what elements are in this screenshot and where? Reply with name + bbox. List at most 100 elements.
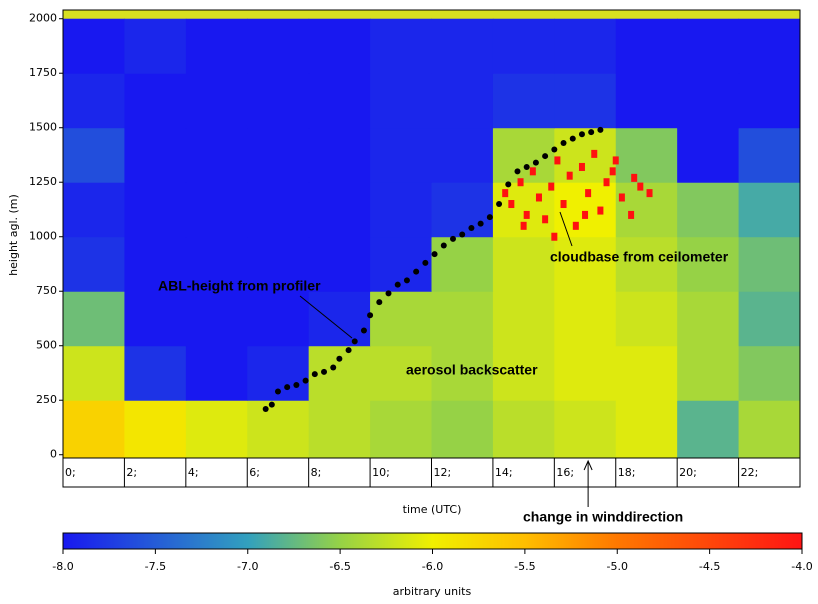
cloudbase-point <box>597 206 604 215</box>
heatmap-cell <box>124 291 187 347</box>
abl-point <box>449 235 456 242</box>
colorbar-tick-label: -6.5 <box>329 560 350 573</box>
heatmap-cell <box>185 73 248 129</box>
heatmap-cell <box>63 236 125 292</box>
abl-point <box>486 214 493 221</box>
abl-point <box>597 126 604 133</box>
abl-point <box>394 281 401 288</box>
cloudbase-point <box>591 149 598 158</box>
cloudbase-point <box>517 178 524 187</box>
heatmap-cell <box>124 127 187 183</box>
abl-point <box>496 201 503 208</box>
heatmap-cell <box>124 18 187 74</box>
heatmap-cell <box>308 345 371 401</box>
x-tick-label: 16; <box>556 466 574 479</box>
heatmap-cell <box>308 400 371 459</box>
colorbar-tick-label: -5.0 <box>607 560 628 573</box>
abl-point <box>367 312 374 319</box>
y-tick-label: 0 <box>50 448 57 461</box>
heatmap-cell <box>308 18 371 74</box>
heatmap-cell <box>63 291 125 347</box>
cloudbase-point <box>548 182 555 191</box>
heatmap-cell <box>492 291 555 347</box>
abl-point <box>345 347 352 354</box>
abl-point <box>505 181 512 188</box>
heatmap-cell <box>492 236 555 292</box>
heatmap-cell <box>308 291 371 347</box>
heatmap-cell <box>738 236 801 292</box>
heatmap-cell <box>370 127 432 183</box>
cloudbase-point <box>551 232 558 241</box>
x-tick-label: 12; <box>434 466 452 479</box>
heatmap-cell <box>63 400 125 459</box>
heatmap-cell <box>185 236 248 292</box>
cloudbase-point <box>578 162 585 171</box>
heatmap-cell <box>247 127 310 183</box>
colorbar-tick-label: -8.0 <box>52 560 73 573</box>
heatmap-cell <box>738 127 801 183</box>
heatmap-cell <box>308 236 371 292</box>
leader-line <box>559 211 573 247</box>
cloudbase-point <box>646 189 653 198</box>
heatmap-cell <box>124 400 187 459</box>
abl-point <box>262 405 269 412</box>
cloudbase-point <box>520 221 527 230</box>
heatmap-cell <box>185 400 248 459</box>
heatmap-cell <box>677 127 740 183</box>
abl-point <box>477 220 484 227</box>
heatmap-cell <box>431 400 494 459</box>
abl-point <box>514 168 521 175</box>
heatmap-cell <box>247 182 310 238</box>
heatmap-cell <box>677 291 740 347</box>
heatmap-cell <box>63 345 125 401</box>
heatmap-cell <box>247 18 310 74</box>
abl-point <box>542 153 549 160</box>
heatmap-cell <box>185 18 248 74</box>
abl-point <box>376 299 383 306</box>
heatmap-cell <box>615 127 678 183</box>
abl-point <box>302 377 309 384</box>
abl-point <box>274 388 281 395</box>
heatmap-cell <box>370 18 432 74</box>
x-tick-label: 18; <box>618 466 636 479</box>
heatmap-cell <box>431 127 494 183</box>
heatmap-cell <box>247 236 310 292</box>
heatmap-cell <box>431 236 494 292</box>
heatmap-cell <box>738 291 801 347</box>
colorbar-tick-label: -4.0 <box>791 560 812 573</box>
heatmap-cell <box>554 18 617 74</box>
heatmap-cell <box>431 291 494 347</box>
cloudbase-point <box>572 221 579 230</box>
cloudbase-point <box>529 167 536 176</box>
cloudbase-point <box>582 210 589 219</box>
heatmap-cell <box>247 73 310 129</box>
heatmap-cell <box>63 18 125 74</box>
heatmap-cell <box>554 345 617 401</box>
cloudbase-point <box>609 167 616 176</box>
cloudbase-point <box>535 193 542 202</box>
heatmap-cell <box>492 73 555 129</box>
heatmap-cell <box>124 73 187 129</box>
abl-point <box>385 290 392 297</box>
heatmap-cell <box>124 236 187 292</box>
abl-point <box>321 368 328 375</box>
heatmap-cell <box>615 291 678 347</box>
x-tick-label: 0; <box>65 466 76 479</box>
abl-point <box>284 384 291 391</box>
heatmap-cell <box>124 182 187 238</box>
heatmap-cell <box>677 182 740 238</box>
cloudbase-point <box>554 156 561 165</box>
cloudbase-point <box>612 156 619 165</box>
heatmap-cell <box>554 400 617 459</box>
heatmap-cell <box>185 345 248 401</box>
y-tick-label: 1000 <box>29 230 57 243</box>
heatmap-cell <box>185 127 248 183</box>
heatmap-cell <box>63 182 125 238</box>
y-tick-label: 1250 <box>29 175 57 188</box>
annotation: change in winddirection <box>523 509 683 525</box>
abl-point <box>569 135 576 142</box>
abl-point <box>468 225 475 232</box>
heatmap-cell <box>308 73 371 129</box>
colorbar-tick-label: -7.5 <box>145 560 166 573</box>
